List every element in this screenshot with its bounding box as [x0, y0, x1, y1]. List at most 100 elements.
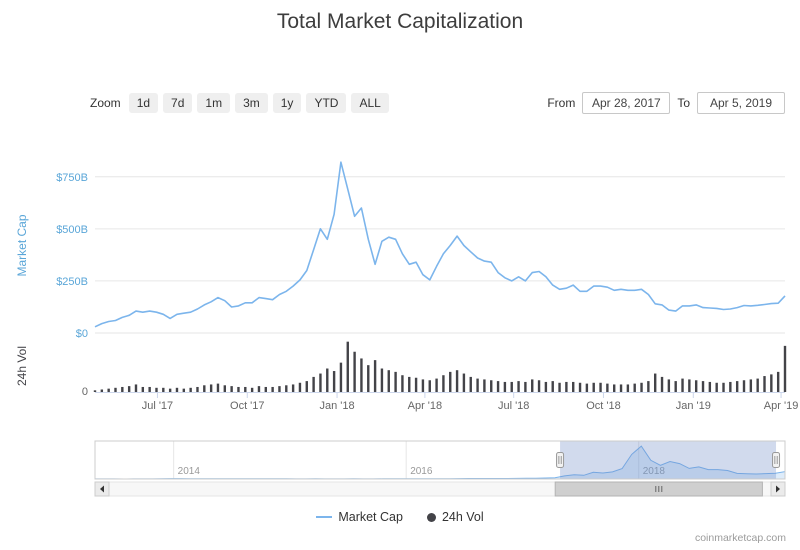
volume-bar — [770, 374, 773, 392]
from-label: From — [547, 96, 576, 110]
volume-bar — [168, 388, 172, 392]
volume-bar — [182, 388, 186, 392]
volume-bar — [469, 376, 472, 392]
volume-bar — [332, 371, 336, 392]
volume-bar — [387, 370, 390, 392]
volume-bar — [483, 379, 486, 392]
volume-bar — [203, 385, 206, 392]
watermark: coinmarketcap.com — [694, 532, 786, 544]
volume-bar — [660, 376, 664, 392]
chart-title: Total Market Capitalization — [276, 10, 524, 33]
volume-bar — [613, 384, 616, 392]
zoom-button-1d[interactable]: 1d — [128, 93, 159, 113]
volume-bar — [599, 382, 602, 392]
volume-bar — [408, 376, 411, 392]
volume-bar — [626, 384, 630, 392]
navigator-area — [95, 446, 785, 479]
volume-bar — [353, 351, 356, 392]
volume-bar — [524, 381, 527, 392]
zoom-button-all[interactable]: ALL — [351, 93, 389, 113]
volume-bar — [701, 381, 705, 392]
x-axis-tick-label: Oct '18 — [586, 400, 621, 412]
volume-bar — [107, 388, 110, 392]
volume-bar — [565, 381, 568, 392]
legend-item-market-cap[interactable]: Market Cap — [316, 510, 403, 524]
volume-bar — [428, 380, 431, 392]
volume-bar — [421, 379, 425, 392]
volume-bar — [264, 386, 267, 392]
volume-bar — [756, 378, 759, 392]
volume-bar — [380, 368, 384, 392]
volume-bar — [360, 358, 363, 392]
volume-bar — [271, 386, 274, 392]
volume-bar — [148, 386, 151, 392]
vol-dot-icon — [426, 512, 436, 522]
to-date-input[interactable] — [697, 92, 785, 114]
navigator-left-handle[interactable] — [556, 452, 565, 468]
volume-bar — [298, 382, 302, 392]
volume-bar — [414, 377, 418, 392]
zoom-button-ytd[interactable]: YTD — [306, 93, 347, 113]
volume-bar — [155, 387, 158, 392]
volume-bar — [326, 368, 329, 392]
volume-bar — [373, 360, 377, 392]
volume-bar — [640, 382, 643, 392]
volume-bar — [688, 379, 691, 392]
volume-bar — [134, 384, 138, 392]
volume-bar — [121, 386, 124, 392]
x-axis-tick-label: Apr '19 — [764, 400, 799, 412]
legend-item-24h-vol[interactable]: 24h Vol — [426, 510, 484, 524]
volume-bar — [585, 383, 589, 392]
volume-bar — [305, 381, 308, 392]
volume-bar — [694, 380, 698, 392]
navigator-year-label: 2014 — [178, 466, 201, 477]
volume-bar — [551, 381, 554, 392]
legend-label-24h-vol: 24h Vol — [441, 510, 484, 524]
volume-bar — [442, 375, 445, 392]
zoom-button-3m[interactable]: 3m — [235, 93, 268, 113]
volume-bar — [209, 384, 213, 392]
volume-bar — [606, 383, 609, 392]
y-axis-tick-label: $250B — [56, 276, 88, 288]
volume-bar — [647, 381, 650, 392]
volume-bar — [783, 345, 787, 392]
volume-bar — [681, 378, 684, 392]
volume-bar — [558, 382, 561, 392]
x-axis-tick-label: Jan '19 — [676, 400, 711, 412]
volume-bar — [776, 371, 780, 392]
volume-bar — [189, 387, 192, 392]
volume-bar — [196, 386, 199, 392]
volume-bar — [278, 386, 281, 392]
volume-bar — [319, 373, 322, 392]
volume-bar — [291, 384, 295, 392]
volume-bar — [312, 376, 315, 392]
zoom-button-1y[interactable]: 1y — [272, 93, 302, 113]
zoom-button-7d[interactable]: 7d — [163, 93, 193, 113]
volume-bar — [237, 386, 240, 392]
navigator-selected-range[interactable] — [560, 441, 777, 479]
volume-bar — [619, 384, 623, 392]
y-axis-tick-label: $0 — [76, 328, 88, 340]
volume-bar — [462, 373, 466, 392]
volume-bar — [244, 386, 247, 392]
volume-bar — [346, 341, 349, 392]
volume-bar — [729, 381, 732, 392]
volume-bar — [230, 386, 233, 392]
from-date-input[interactable] — [582, 92, 671, 114]
volume-bar — [715, 382, 718, 392]
navigator-year-label: 2018 — [643, 466, 666, 477]
volume-bar — [435, 378, 438, 392]
x-axis-tick-label: Jul '18 — [498, 400, 529, 412]
volume-bar — [285, 385, 288, 392]
zoom-label: Zoom — [90, 96, 121, 110]
zoom-button-1m[interactable]: 1m — [197, 93, 231, 113]
volume-bar — [223, 385, 227, 392]
y-axis-tick-label: $500B — [56, 224, 88, 236]
volume-bar — [667, 379, 671, 392]
volume-bar — [517, 381, 520, 392]
navigator-outline — [94, 440, 786, 480]
date-range-controls: From To — [547, 92, 785, 114]
navigator-right-handle[interactable] — [772, 452, 781, 468]
